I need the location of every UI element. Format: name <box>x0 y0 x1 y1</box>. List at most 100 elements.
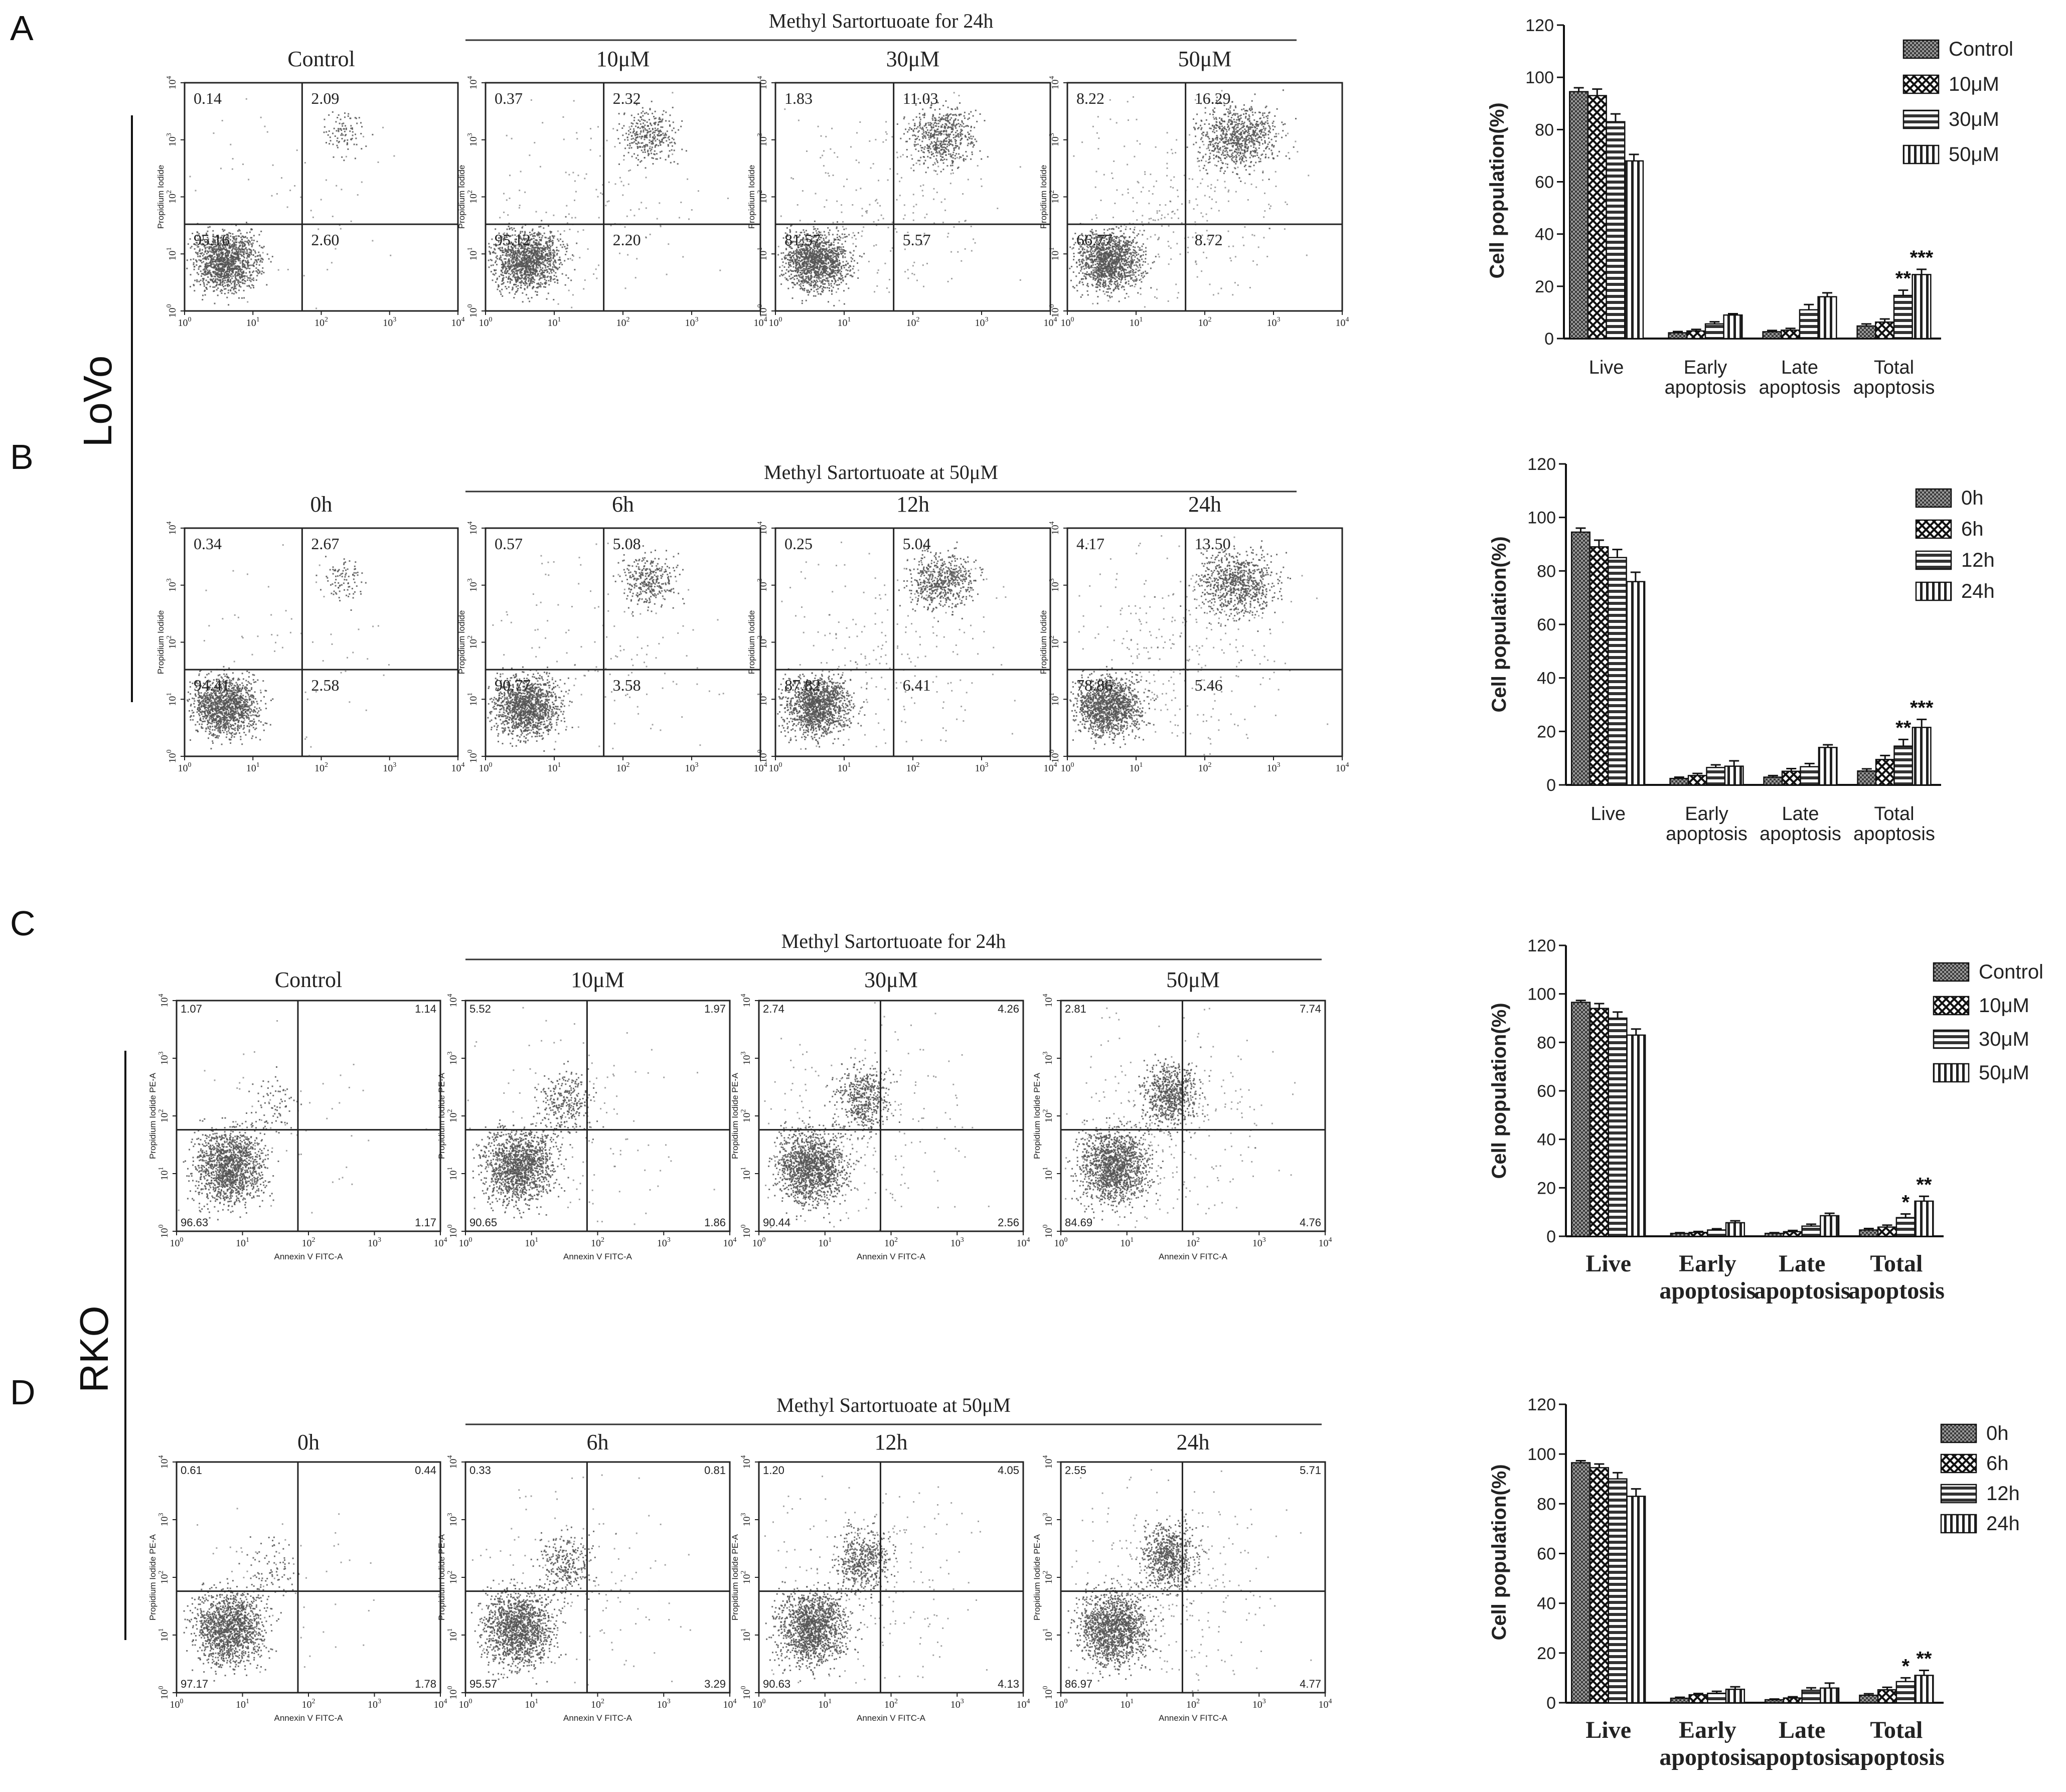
scatter-point <box>232 275 234 277</box>
scatter-point <box>251 254 252 255</box>
scatter-point <box>221 255 223 257</box>
scatter-point <box>338 128 339 129</box>
scatter-point <box>514 293 516 295</box>
scatter-point <box>538 241 540 243</box>
scatter-point <box>327 269 328 270</box>
scatter-point <box>250 287 252 289</box>
scatter-point <box>338 129 339 131</box>
scatter-point <box>556 247 557 248</box>
scatter-point <box>562 241 564 242</box>
scatter-point <box>240 262 241 264</box>
scatter-point <box>522 301 524 302</box>
scatter-point <box>201 275 202 277</box>
scatter-point <box>206 287 207 289</box>
scatter-point <box>246 241 248 242</box>
scatter-point <box>199 250 200 252</box>
scatter-point <box>237 256 239 257</box>
scatter-point <box>343 159 345 161</box>
scatter-point <box>238 273 239 274</box>
scatter-point <box>550 241 551 242</box>
scatter-point <box>241 277 243 278</box>
scatter-point <box>194 290 195 291</box>
scatter-point <box>500 255 502 257</box>
scatter-point <box>190 274 192 275</box>
scatter-point <box>251 246 253 247</box>
scatter-point <box>235 244 237 246</box>
scatter-point <box>262 258 263 259</box>
scatter-point <box>202 255 204 256</box>
scatter-point <box>237 265 238 267</box>
scatter-point <box>243 243 244 244</box>
scatter-point <box>237 281 239 283</box>
scatter-point <box>212 275 213 277</box>
scatter-point <box>356 118 357 119</box>
scatter-point <box>553 271 555 272</box>
scatter-point <box>296 149 298 151</box>
scatter-point <box>248 285 250 286</box>
scatter-point <box>531 272 533 273</box>
scatter-point <box>530 281 532 283</box>
scatter-point <box>557 280 558 281</box>
scatter-point <box>549 276 551 278</box>
scatter-point <box>244 251 245 253</box>
scatter-point <box>549 236 551 238</box>
scatter-point <box>532 258 534 259</box>
scatter-point <box>202 252 203 254</box>
scatter-point <box>243 270 244 272</box>
scatter-point <box>227 258 229 259</box>
scatter-point <box>495 228 496 230</box>
scatter-point <box>511 261 513 263</box>
scatter-point <box>348 113 349 115</box>
scatter-point <box>231 277 233 279</box>
scatter-point <box>559 257 560 258</box>
scatter-point <box>235 271 237 273</box>
scatter-point <box>567 258 569 260</box>
scatter-point <box>205 265 207 267</box>
scatter-point <box>326 131 327 133</box>
scatter-point <box>198 266 200 268</box>
scatter-point <box>237 251 238 253</box>
scatter-point <box>242 282 243 284</box>
scatter-point <box>521 284 522 286</box>
scatter-point <box>256 260 257 262</box>
scatter-point <box>548 268 550 270</box>
scatter-point <box>558 240 559 242</box>
flow-plot-A-2: 10μM0.37 2.3295.12 2.201001001011011021021… <box>457 47 767 329</box>
scatter-point <box>504 272 506 274</box>
scatter-point <box>315 307 317 309</box>
scatter-point <box>259 264 260 266</box>
scatter-point <box>228 284 229 285</box>
scatter-point <box>541 247 543 249</box>
scatter-point <box>372 240 373 242</box>
scatter-point <box>554 235 555 237</box>
scatter-point <box>230 256 232 257</box>
scatter-point <box>250 277 251 279</box>
scatter-point <box>240 250 242 251</box>
scatter-point <box>552 236 554 237</box>
scatter-point <box>196 252 198 254</box>
scatter-point <box>356 123 358 124</box>
scatter-point <box>536 254 537 255</box>
scatter-point <box>545 251 546 252</box>
scatter-point <box>205 294 206 296</box>
scatter-point <box>532 235 534 237</box>
scatter-point <box>236 249 237 251</box>
scatter-point <box>240 281 242 283</box>
scatter-point <box>559 259 560 260</box>
scatter-point <box>244 241 246 242</box>
scatter-point <box>336 130 338 131</box>
scatter-point <box>505 258 507 260</box>
scatter-point <box>219 257 221 259</box>
scatter-point <box>235 285 236 287</box>
scatter-point <box>214 264 215 266</box>
scatter-point <box>521 266 522 268</box>
scatter-point <box>206 280 207 281</box>
scatter-point <box>533 238 535 239</box>
scatter-point <box>547 271 548 272</box>
scatter-point <box>533 268 534 270</box>
scatter-point <box>516 256 517 257</box>
scatter-point <box>193 262 195 264</box>
scatter-point <box>526 283 528 284</box>
scatter-point <box>332 216 334 217</box>
scatter-point <box>547 262 548 264</box>
